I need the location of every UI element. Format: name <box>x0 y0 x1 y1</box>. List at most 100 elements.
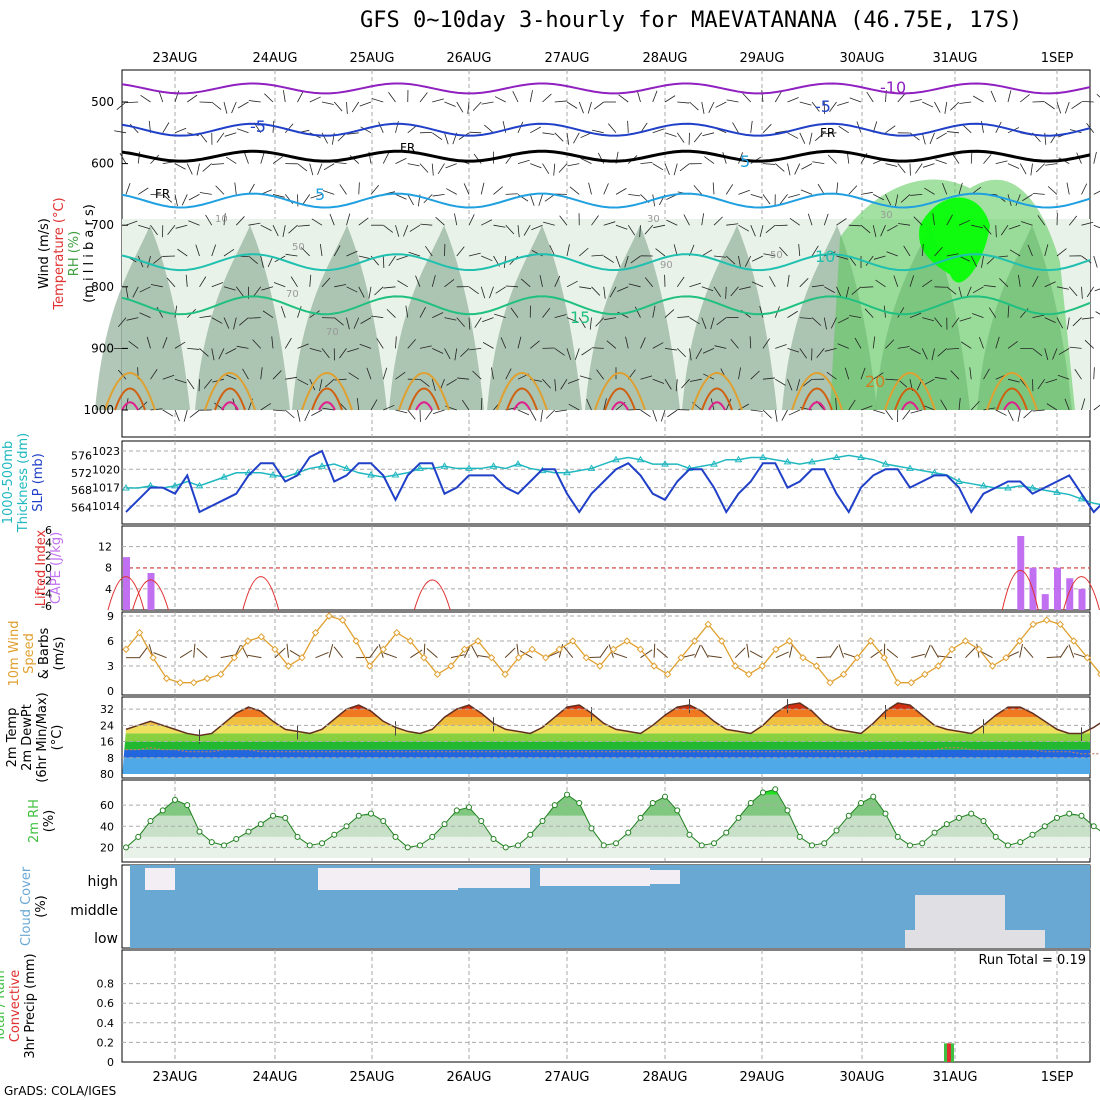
wind-barb <box>1009 249 1021 257</box>
wind-barb <box>921 244 924 257</box>
wind-barb <box>591 215 599 226</box>
wind-barb <box>560 378 568 390</box>
wind-barb <box>676 132 685 143</box>
wind-barb <box>505 193 518 195</box>
wind-barb <box>851 286 862 295</box>
wind-barb <box>595 317 605 327</box>
wind-barb <box>517 336 522 349</box>
wind-barb <box>1093 224 1100 229</box>
panel-wind10m: 0 3 6 9 10m Wind Speed & Barbs (m/s) <box>7 610 1100 698</box>
wind-barb <box>934 317 943 328</box>
wind-barb <box>676 348 687 358</box>
wind-barb <box>505 224 515 235</box>
wind-barb <box>409 224 421 232</box>
wind-barb <box>290 276 298 288</box>
wind-barb <box>603 398 607 411</box>
wind-barb <box>604 317 617 321</box>
wind-barb <box>489 286 494 299</box>
wind-barb <box>910 409 923 414</box>
wind-barb <box>1044 244 1049 257</box>
wind-barb <box>415 275 421 287</box>
wind-barb <box>1074 369 1082 380</box>
rh-marker <box>760 789 766 796</box>
wind-barb <box>444 348 451 360</box>
y-axis-label: 3hr Precip (mm) <box>23 953 38 1058</box>
wind-barb <box>811 284 824 288</box>
wind-barb <box>681 378 690 389</box>
wind-barb <box>432 132 443 141</box>
rh-marker <box>833 827 840 834</box>
slp-tick-label: 1017 <box>92 482 120 495</box>
wind-barb <box>775 651 789 659</box>
wind-barb <box>1045 163 1058 166</box>
wind-barb <box>738 286 751 290</box>
wind-barb <box>990 90 997 103</box>
wind-speed-marker <box>1015 637 1024 645</box>
rh-marker <box>257 821 264 828</box>
thickness-marker <box>195 481 204 489</box>
wind-barb <box>664 163 670 175</box>
wind-barb <box>419 345 432 349</box>
wind-barb <box>640 161 653 164</box>
wind-barb <box>596 369 605 380</box>
wind-barb <box>297 91 304 103</box>
wind-barb <box>940 399 948 411</box>
wind-barb <box>140 94 151 103</box>
wind-barb <box>174 163 186 170</box>
wind-barb <box>591 254 604 257</box>
wind-barb <box>469 348 482 351</box>
wind-barb <box>1035 163 1046 173</box>
wind-barb <box>787 163 791 176</box>
wind-barb <box>811 101 820 112</box>
temp-contour-15 <box>121 295 1091 316</box>
rh-contour-label: 50 <box>292 242 305 253</box>
li-tick-label: 4 <box>45 537 52 550</box>
wind-barb <box>835 398 837 411</box>
wind-barb <box>297 378 309 386</box>
wind-barb <box>742 92 752 103</box>
rh-contour-label: 30 <box>880 210 893 221</box>
wind-speed-marker <box>948 645 956 654</box>
wind-barb <box>591 286 601 296</box>
contour-label: 5 <box>740 152 750 171</box>
wind-speed-marker <box>785 637 794 645</box>
thickness-marker <box>612 455 620 463</box>
wind-barb <box>333 101 343 112</box>
wind-barb <box>715 101 727 108</box>
temp-contour-25 <box>894 387 926 411</box>
wind-barb <box>750 120 753 133</box>
wind-barb <box>333 646 344 658</box>
rh-marker <box>1029 831 1036 838</box>
wind-barb <box>559 215 568 226</box>
wind-speed-marker <box>690 637 699 645</box>
wind-barb <box>603 221 616 226</box>
wind-barb <box>873 372 884 380</box>
thickness-marker <box>342 464 351 471</box>
wind-barb <box>358 217 369 226</box>
wind-barb <box>1045 378 1058 384</box>
rh-marker <box>809 842 815 849</box>
wind-barb <box>636 90 641 103</box>
wind-speed-marker <box>1029 620 1037 629</box>
wind-barb <box>116 101 127 111</box>
wind-barb <box>1086 286 1095 298</box>
wind-barb <box>909 132 920 141</box>
contour-label: -5 <box>250 117 266 136</box>
wind-barb <box>995 409 1007 416</box>
rh-contour-label: 70 <box>286 289 299 300</box>
thickness-marker <box>759 453 767 461</box>
wind-barb <box>1056 101 1062 114</box>
wind-barb <box>395 336 397 349</box>
wind-barb <box>625 336 629 349</box>
thickness-marker <box>832 453 841 461</box>
wind-barb <box>426 648 438 659</box>
wind-barb <box>634 306 641 318</box>
wind-barb <box>339 184 347 195</box>
wind-barb <box>588 182 592 195</box>
wind-barb <box>215 185 225 195</box>
wind-barb <box>591 347 604 349</box>
wind-barb <box>474 317 482 328</box>
wind-barb <box>1081 286 1083 299</box>
wind-barb <box>179 649 193 659</box>
wind-barb <box>456 101 464 113</box>
